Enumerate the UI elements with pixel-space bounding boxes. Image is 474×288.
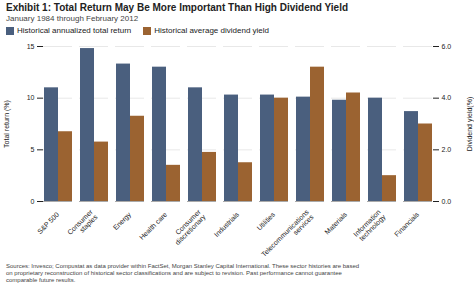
html-text:Exhibit 1: Total Return May Be: Exhibit 1: Total Return May Be More Impo… [6, 2, 349, 13]
svg-text:6.0: 6.0 [442, 43, 452, 50]
svg-text:5: 5 [31, 146, 35, 153]
svg-text:S&P 500: S&P 500 [36, 211, 60, 235]
html-text:Historical annualized total re: Historical annualized total return [17, 26, 132, 35]
html-text:Sources: Invesco; Compustat as: Sources: Invesco; Compustat as data prov… [6, 263, 360, 283]
svg-text:15: 15 [27, 43, 35, 50]
svg-text:Energy: Energy [112, 210, 134, 232]
svg-text:Consumerdiscretionary: Consumerdiscretionary [169, 208, 208, 247]
svg-text:Informationtechnology: Informationtechnology [352, 208, 388, 244]
svg-text:Telecommunicationsservices: Telecommunicationsservices [260, 208, 315, 263]
html-text:Historical average dividend yi: Historical average dividend yield [154, 26, 269, 35]
svg-text:2.0: 2.0 [442, 146, 452, 153]
svg-text:Health care: Health care [138, 211, 168, 241]
svg-text:Consumerstaples: Consumerstaples [66, 208, 100, 242]
svg-text:Dividend yield(%): Dividend yield(%) [466, 97, 474, 151]
svg-text:Utilities: Utilities [255, 210, 276, 231]
html-text:January 1984 through February: January 1984 through February 2012 [6, 14, 139, 23]
svg-text:0: 0 [31, 198, 35, 205]
svg-text:4.0: 4.0 [442, 94, 452, 101]
svg-text:Financials: Financials [393, 210, 421, 238]
svg-text:0.0: 0.0 [442, 198, 452, 205]
svg-text:10: 10 [27, 94, 35, 101]
svg-text:Total return (%): Total return (%) [3, 100, 11, 148]
svg-text:Materials: Materials [323, 210, 348, 235]
svg-text:Industrials: Industrials [213, 210, 241, 238]
